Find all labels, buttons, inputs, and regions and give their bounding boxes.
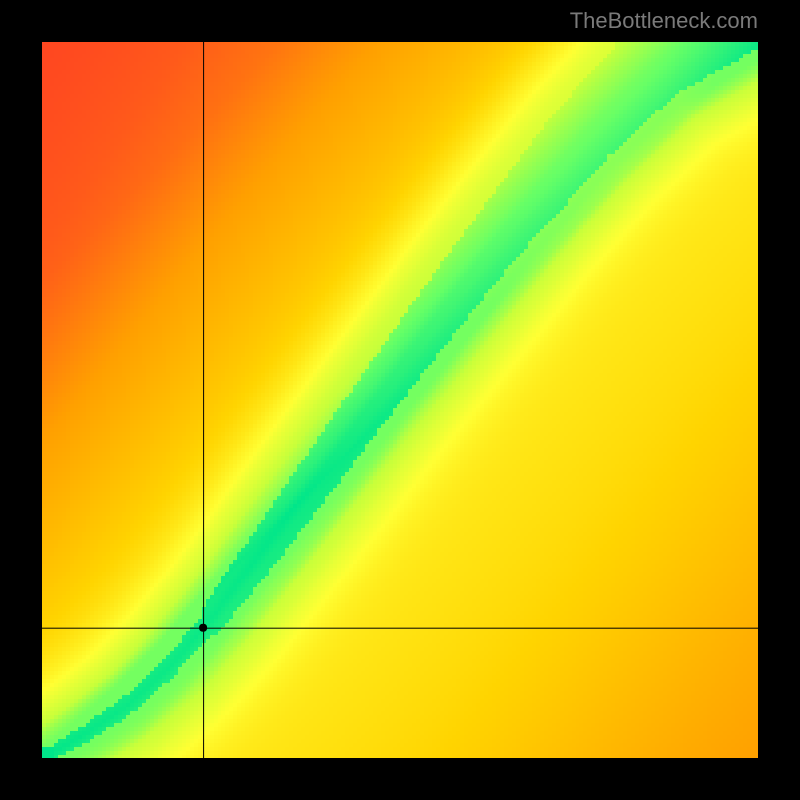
heatmap-canvas: [0, 0, 800, 800]
chart-container: TheBottleneck.com: [0, 0, 800, 800]
watermark-text: TheBottleneck.com: [570, 8, 758, 34]
